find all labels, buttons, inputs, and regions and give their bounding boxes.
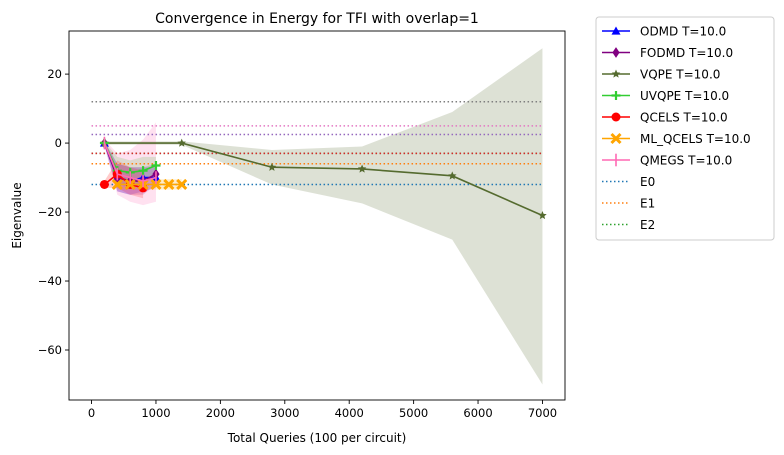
x-tick-label-7: 7000 xyxy=(528,406,557,420)
series-point-2-4 xyxy=(447,171,457,180)
series-line-4 xyxy=(103,173,144,189)
x-tick-label-4: 4000 xyxy=(335,406,364,420)
legend-box xyxy=(595,16,775,241)
x-axis-ticks: 0 1000 2000 3000 4000 5000 6000 7000 xyxy=(88,400,557,420)
series-point-2-5 xyxy=(538,211,547,220)
y-tick-label-2: −20 xyxy=(38,205,62,219)
x-axis-label: Total Queries (100 per circuit) xyxy=(227,431,407,445)
legend-label-4: QCELS T=10.0 xyxy=(640,111,728,125)
x-tick-label-0: 0 xyxy=(88,406,95,420)
series-point-5-4 xyxy=(163,178,175,191)
legend-label-7: E0 xyxy=(640,175,655,189)
series-line-2 xyxy=(104,142,543,217)
series-point-2-2 xyxy=(267,162,277,171)
legend-marker-3 xyxy=(611,91,621,100)
legend-marker-1 xyxy=(612,47,620,58)
legend-label-2: VQPE T=10.0 xyxy=(640,68,720,82)
legend-label-3: UVQPE T=10.0 xyxy=(640,89,729,103)
y-axis-label: Eigenvalue xyxy=(10,182,24,248)
series-point-4-0 xyxy=(99,179,109,189)
y-tick-label-3: −40 xyxy=(38,274,62,288)
series-point-5-0 xyxy=(111,178,123,191)
chart-title: Convergence in Energy for TFI with overl… xyxy=(155,11,479,27)
legend-label-0: ODMD T=10.0 xyxy=(640,25,726,39)
series-point-5-5 xyxy=(176,178,188,191)
x-tick-label-1: 1000 xyxy=(141,406,170,420)
legend-label-1: FODMD T=10.0 xyxy=(640,46,733,60)
legend-marker-2 xyxy=(611,69,621,78)
x-tick-label-5: 5000 xyxy=(399,406,428,420)
series-point-2-3 xyxy=(357,164,367,173)
legend-label-6: QMEGS T=10.0 xyxy=(640,154,732,168)
band-2 xyxy=(104,48,543,385)
legend-label-9: E2 xyxy=(640,218,655,232)
legend-marker-4 xyxy=(611,112,621,122)
confidence-bands xyxy=(104,48,543,385)
x-tick-label-6: 6000 xyxy=(463,406,492,420)
plot-frame xyxy=(68,30,566,401)
reference-lines xyxy=(91,100,543,186)
legend: ODMD T=10.0 FODMD T=10.0 VQPE T=10.0 UVQPE … xyxy=(595,16,775,241)
legend-label-8: E1 xyxy=(640,197,655,211)
y-axis-ticks: 20 0 −20 −40 −60 xyxy=(38,67,69,357)
series-point-5-3 xyxy=(150,178,162,191)
series-point-2-1 xyxy=(177,138,187,147)
x-tick-label-3: 3000 xyxy=(270,406,299,420)
x-tick-label-2: 2000 xyxy=(206,406,235,420)
y-tick-label-1: 0 xyxy=(55,136,62,150)
y-tick-label-0: 20 xyxy=(47,67,62,81)
series-point-3-4 xyxy=(151,160,161,170)
series-point-3-3 xyxy=(138,166,148,176)
legend-label-5: ML_QCELS T=10.0 xyxy=(640,132,751,146)
series-point-5-1 xyxy=(124,178,136,191)
y-tick-label-4: −60 xyxy=(38,343,62,357)
series-lines xyxy=(99,136,547,220)
legend-marker-0 xyxy=(611,26,621,35)
legend-marker-5 xyxy=(610,132,622,145)
